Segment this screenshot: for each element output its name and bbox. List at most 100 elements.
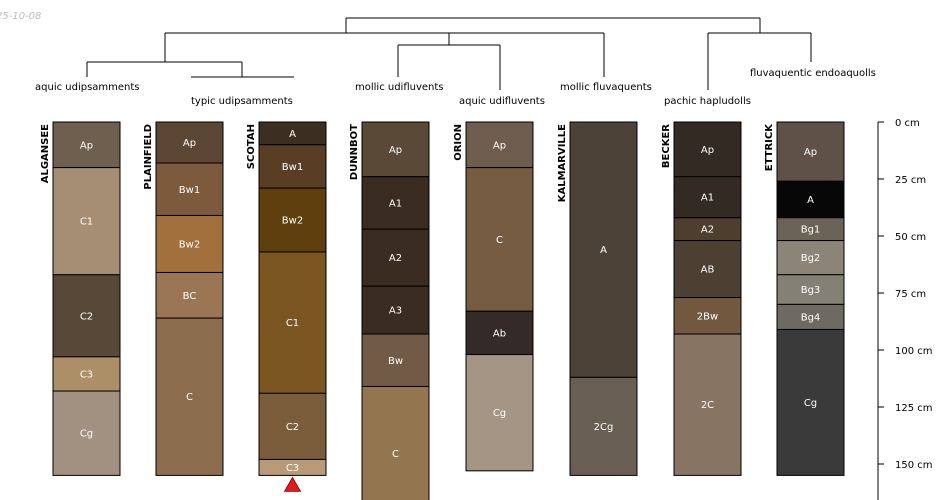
horizon-label: C (186, 392, 193, 403)
horizon-rect (465, 121, 534, 169)
horizon-rect (361, 285, 430, 335)
horizon-label: A3 (389, 306, 402, 317)
horizon-rect (258, 144, 327, 189)
horizon-label: A (807, 195, 814, 206)
horizon-label: C1 (80, 217, 93, 228)
horizon-label: C3 (80, 369, 93, 380)
profile-name-label: DUNNBOT (349, 124, 360, 180)
horizon-rect (569, 121, 638, 378)
horizon-rect (258, 392, 327, 460)
dendrogram (86, 17, 812, 90)
horizon-label: Bw (388, 356, 403, 367)
horizon-label: Bw2 (282, 216, 303, 227)
horizon-label: Bg1 (801, 225, 821, 236)
horizon-label: Bg2 (801, 253, 821, 264)
horizon-rect (569, 376, 638, 476)
horizon-rect (465, 354, 534, 472)
horizon-label: Ap (701, 145, 714, 156)
horizon-label: 2C (701, 400, 714, 411)
horizon-rect (361, 333, 430, 387)
horizon-rect (258, 458, 327, 476)
horizon-rect (361, 121, 430, 178)
horizon-label: A2 (701, 225, 714, 236)
horizon-rect (52, 121, 121, 169)
horizon-rect (465, 310, 534, 356)
horizon-rect (673, 176, 742, 219)
profile-dunnbot: Ap A1 A2 A3 Bw C DUNNBOT (349, 121, 430, 500)
horizon-label: C (496, 235, 503, 246)
horizon-rect (155, 214, 224, 273)
horizon-rect (776, 240, 845, 276)
taxa-labels: aquic udipsamments typic udipsamments mo… (35, 68, 876, 107)
depth-tick-label: 25 cm (895, 175, 926, 186)
profile-name-label: KALMARVILLE (557, 124, 568, 202)
horizon-label: Ab (493, 328, 506, 339)
horizon-label: Bg4 (801, 312, 821, 323)
taxon-label: aquic udipsamments (35, 82, 140, 93)
dendrogram-branch (707, 32, 812, 90)
horizon-rect (52, 356, 121, 392)
horizon-label: Cg (80, 429, 93, 440)
taxon-label: mollic fluvaquents (560, 82, 652, 93)
horizon-rect (465, 167, 534, 312)
horizon-label: AB (701, 265, 715, 276)
warning-triangle-marker (283, 476, 302, 492)
horizon-label: C2 (80, 311, 93, 322)
horizon-label: A (600, 245, 607, 256)
dendrogram-branch (397, 44, 501, 90)
marker-layer (283, 476, 302, 492)
profile-name-label: ALGANSEE (40, 124, 51, 183)
horizon-label: C (392, 449, 399, 460)
depth-tick-label: 75 cm (895, 289, 926, 300)
horizon-rect (52, 274, 121, 358)
taxon-label: typic udipsamments (191, 96, 293, 107)
profile-name-label: SCOTAH (246, 124, 257, 169)
profile-kalmarville: A 2Cg KALMARVILLE (557, 121, 638, 476)
horizon-label: Bw1 (179, 185, 200, 196)
horizon-label: Bw2 (179, 239, 200, 250)
horizon-label: Cg (493, 408, 506, 419)
depth-tick-label: 100 cm (895, 346, 933, 357)
horizon-label: Ap (183, 138, 196, 149)
depth-tick-label: 150 cm (895, 460, 933, 471)
horizon-rect (52, 390, 121, 476)
horizon-label: Ap (804, 147, 817, 158)
horizon-rect (776, 303, 845, 330)
horizon-rect (155, 271, 224, 319)
profile-plainfield: Ap Bw1 Bw2 BC C PLAINFIELD (143, 121, 224, 476)
profile-ettrick: Ap A Bg1 Bg2 Bg3 Bg4 Cg ETTRICK (764, 121, 845, 476)
horizon-label: A2 (389, 253, 402, 264)
taxon-label: fluvaquentic endoaquolls (750, 68, 876, 79)
profile-orion: Ap C Ab Cg ORION (453, 121, 534, 472)
date-stamp: 25-10-08 (0, 11, 41, 22)
horizon-rect (361, 385, 430, 500)
horizon-rect (673, 240, 742, 299)
profile-name-label: ORION (453, 124, 464, 161)
profile-name-label: ETTRICK (764, 123, 775, 171)
depth-tick-label: 50 cm (895, 232, 926, 243)
horizon-label: BC (183, 291, 197, 302)
horizon-label: Bg3 (801, 285, 821, 296)
horizon-label: Bw1 (282, 162, 303, 173)
horizon-label: Ap (80, 140, 93, 151)
profile-name-label: PLAINFIELD (143, 124, 154, 190)
dendrogram-branch (164, 32, 527, 62)
horizon-label: A1 (389, 198, 402, 209)
depth-axis: 0 cm 25 cm 50 cm 75 cm 100 cm 125 cm 150 cm (877, 118, 933, 500)
horizon-label: A (289, 129, 296, 140)
horizon-label: 2Bw (697, 311, 718, 322)
dendrogram-branch (86, 61, 243, 77)
profile-scotah: A Bw1 Bw2 C1 C2 C3 SCOTAH (246, 121, 327, 476)
horizon-label: Cg (804, 398, 817, 409)
taxon-label: mollic udifluvents (355, 82, 444, 93)
horizon-rect (361, 176, 430, 230)
profile-algansee: Ap C1 C2 C3 Cg ALGANSEE (40, 121, 121, 476)
profile-name-label: BECKER (661, 124, 672, 168)
taxon-label: pachic hapludolls (664, 96, 751, 107)
horizon-rect (155, 317, 224, 476)
taxon-label: aquic udifluvents (459, 96, 545, 107)
horizon-label: A1 (701, 193, 714, 204)
horizon-label: Ap (389, 145, 402, 156)
